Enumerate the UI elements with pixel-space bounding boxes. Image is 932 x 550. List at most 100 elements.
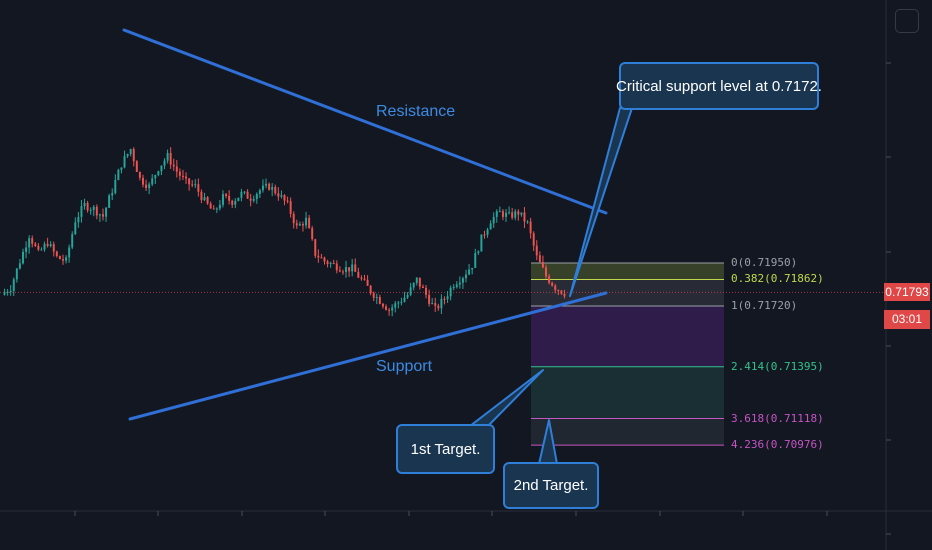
candle xyxy=(428,289,431,307)
candle-body xyxy=(218,204,221,209)
candle-body xyxy=(329,263,332,265)
candle-body xyxy=(62,259,64,261)
candle-body xyxy=(412,282,415,288)
candle xyxy=(191,180,194,188)
candle-body xyxy=(34,243,37,246)
candle-body xyxy=(335,263,338,271)
candle xyxy=(120,167,123,174)
candle xyxy=(437,303,440,311)
candle xyxy=(95,204,98,220)
candle xyxy=(231,199,234,208)
candle-body xyxy=(495,211,498,217)
candle-body xyxy=(363,278,366,280)
candle-body xyxy=(468,269,471,275)
candle-body xyxy=(31,238,34,244)
candle-body xyxy=(141,177,144,185)
candle-body xyxy=(551,282,554,286)
candle-body xyxy=(443,298,446,300)
candle-body xyxy=(261,185,264,191)
candle-body xyxy=(332,263,335,265)
square-button-icon[interactable] xyxy=(895,9,919,33)
candle-body xyxy=(461,278,464,283)
candle-body xyxy=(225,194,228,197)
candle-body xyxy=(228,196,231,201)
candle-body xyxy=(431,303,434,305)
candle-body xyxy=(428,294,431,304)
fib-level-label: 1(0.71720) xyxy=(731,298,798,312)
candle-body xyxy=(465,274,467,279)
candle xyxy=(517,209,520,221)
candle xyxy=(498,206,501,213)
candle xyxy=(209,201,212,209)
candle xyxy=(169,147,172,169)
candle xyxy=(178,168,181,181)
candle xyxy=(508,206,511,215)
candle xyxy=(409,282,412,297)
candle-body xyxy=(206,197,209,204)
candle xyxy=(431,298,434,305)
candle-body xyxy=(188,178,191,185)
candle xyxy=(372,291,375,302)
candle-body xyxy=(323,257,326,262)
critical-support-callout[interactable]: Critical support level at 0.7172. xyxy=(616,62,822,110)
candle-body xyxy=(120,167,123,170)
candle-body xyxy=(391,307,394,311)
candle xyxy=(255,192,258,204)
candle xyxy=(71,231,74,250)
resistance-trendline xyxy=(122,28,608,215)
first-target-callout[interactable]: 1st Target. xyxy=(396,424,495,474)
second-target-callout[interactable]: 2nd Target. xyxy=(503,462,599,509)
candle xyxy=(172,158,175,171)
candle xyxy=(532,231,535,251)
candle xyxy=(225,192,228,199)
candle-body xyxy=(271,186,274,190)
candle-body xyxy=(554,285,557,291)
candle xyxy=(305,211,308,229)
candle xyxy=(49,241,52,248)
candle xyxy=(363,274,366,281)
candle xyxy=(397,300,400,309)
candle-body xyxy=(305,217,308,226)
candle xyxy=(308,214,311,229)
candle xyxy=(329,261,332,268)
candle-body xyxy=(181,175,184,177)
candle xyxy=(111,188,114,201)
candle-body xyxy=(175,166,178,172)
candle-body xyxy=(523,212,526,222)
candle xyxy=(145,179,148,191)
candle xyxy=(163,158,166,170)
candle-body xyxy=(532,233,535,246)
candle-body xyxy=(255,193,258,200)
candle xyxy=(418,277,421,290)
candle-body xyxy=(200,191,203,201)
candle xyxy=(529,217,532,239)
candle-body xyxy=(483,234,486,236)
candle xyxy=(221,190,224,208)
candle xyxy=(157,170,160,177)
candle xyxy=(301,221,304,232)
candle xyxy=(375,293,378,305)
candle xyxy=(357,267,360,279)
candle xyxy=(443,296,446,305)
candle-body xyxy=(311,228,314,240)
candle xyxy=(271,183,274,197)
candle xyxy=(283,194,286,206)
support-label: Support xyxy=(376,358,433,375)
candle-body xyxy=(455,284,458,288)
candle xyxy=(206,196,209,205)
candle-body xyxy=(289,201,292,214)
candle-body xyxy=(492,216,495,224)
candle xyxy=(474,248,477,269)
candle-body xyxy=(458,282,461,285)
candle-body xyxy=(283,195,286,201)
candle-body xyxy=(178,171,181,176)
candle-body xyxy=(385,306,388,310)
candle xyxy=(246,189,249,199)
candle xyxy=(323,256,326,265)
candle xyxy=(505,209,507,222)
candle xyxy=(369,284,372,296)
candle xyxy=(58,255,61,260)
candle-body xyxy=(160,165,163,172)
candle xyxy=(295,219,298,229)
